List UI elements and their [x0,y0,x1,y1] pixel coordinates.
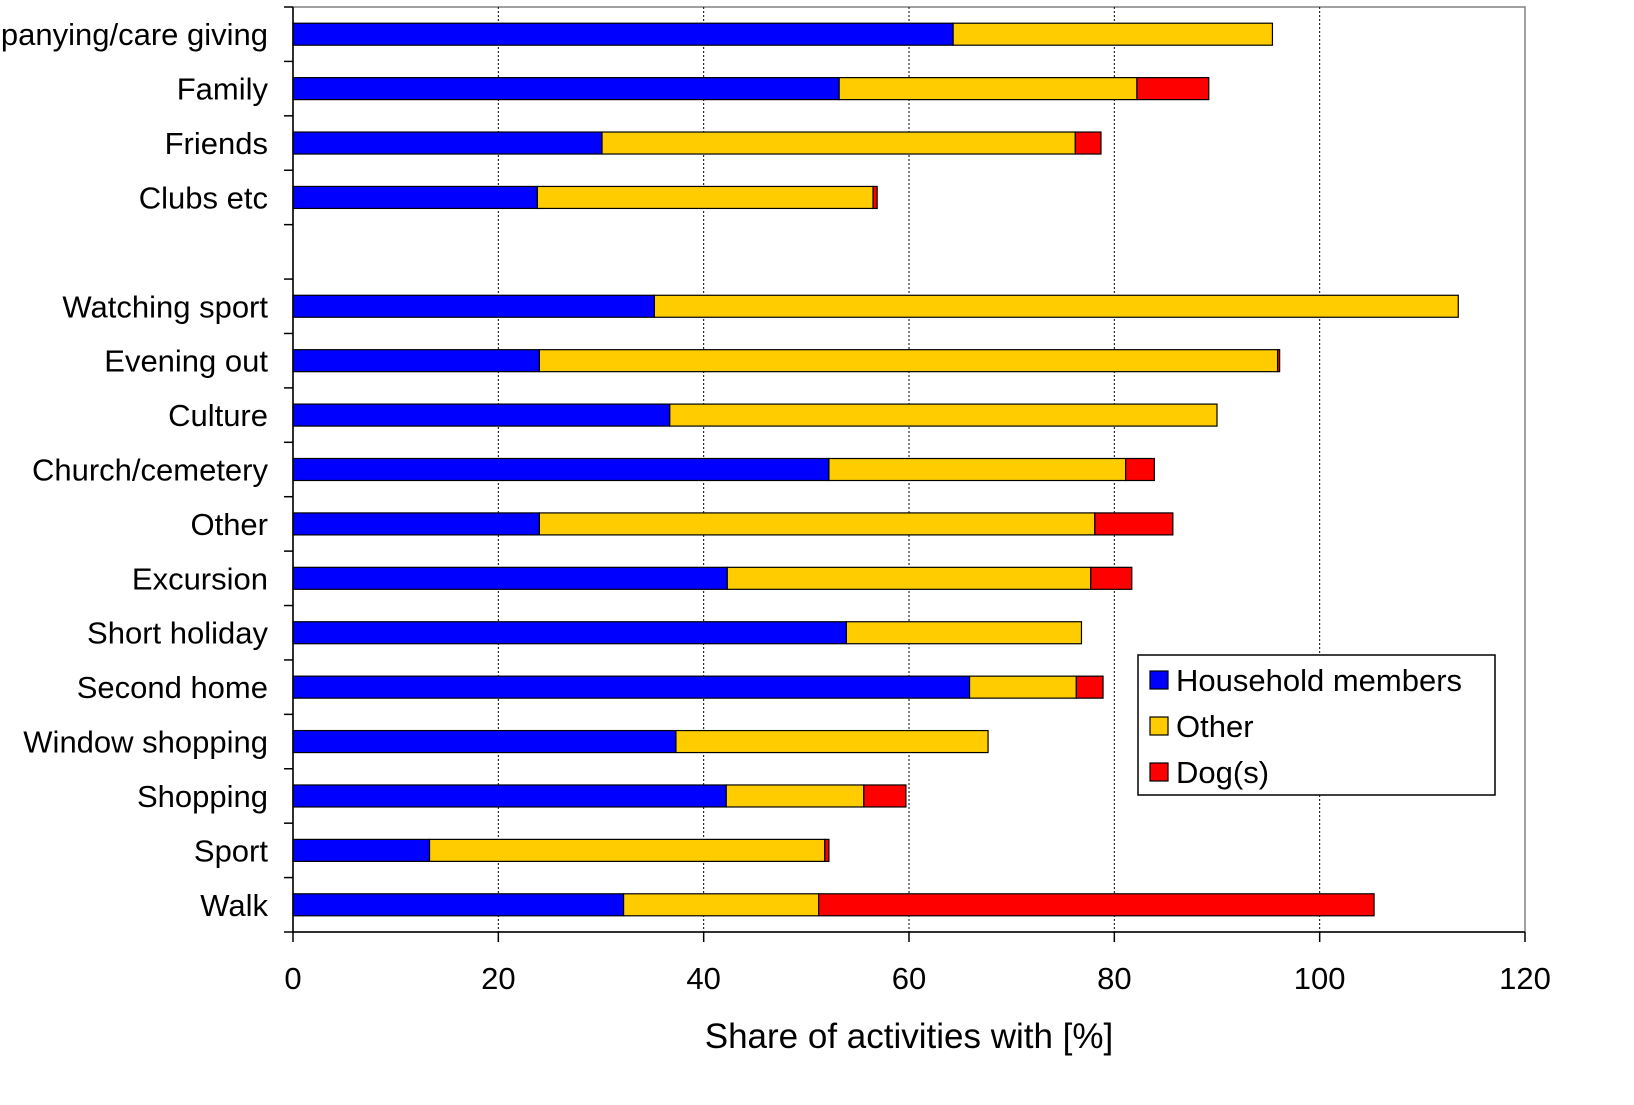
bar-segment [622,893,820,917]
category-label: Sport [194,833,268,868]
x-axis-title: Share of activities with [%] [705,1017,1114,1056]
bar-segment [536,185,874,210]
x-tick-label: 20 [481,961,515,996]
bar-segment [1094,512,1174,536]
x-tick-label: 40 [686,961,720,996]
category-label: Watching sport [62,289,268,324]
legend-swatch [1149,716,1169,736]
bar-segment [1075,675,1104,699]
category-label: Clubs etc [139,180,268,215]
legend-swatch [1149,762,1169,782]
bar-segment [292,185,538,210]
x-tick-labels: 0 20 40 60 80 100 120 [284,961,1550,996]
bar-segment [292,77,840,101]
bar-segment [653,294,1459,318]
bar-segment [845,621,1083,645]
category-label: Walk [200,888,268,923]
legend-label: Household members [1176,663,1462,698]
x-tick-label: 80 [1097,961,1131,996]
bar-segment [292,22,954,46]
bar-segment [292,675,971,699]
category-label: Other [190,507,268,542]
bar-segment [828,457,1127,482]
bar-segment [292,566,728,590]
bar-segment [292,838,431,862]
bar-segment [863,784,907,808]
bar-segment [1074,131,1102,155]
bar-segment [428,838,826,862]
bar-segment [669,403,1218,427]
bar-segment [1136,77,1210,101]
bar-segment [601,131,1076,155]
category-label: Culture [168,398,268,433]
category-label: Window shopping [23,725,268,760]
category-label: Second home [77,670,268,705]
x-tick-label: 0 [284,961,301,996]
bar-segment [675,729,989,754]
category-labels: Accompanying/care giving Family Friends Clu… [0,17,268,923]
bar-segment [292,621,847,645]
bar-segment [725,784,865,808]
bars [292,22,1459,917]
category-label: Excursion [132,561,268,596]
category-label: Short holiday [87,616,268,651]
x-tick-label: 120 [1499,961,1551,996]
bar-segment [538,512,1096,536]
legend-label: Dog(s) [1176,755,1269,790]
legend: Household members Other Dog(s) [1137,654,1496,796]
bar-segment [292,512,540,536]
bar-segment [818,893,1375,917]
category-label: Church/cemetery [32,453,269,488]
category-label: Friends [165,126,268,161]
legend-label: Other [1176,709,1254,744]
legend-box [1137,654,1496,796]
bar-segment [838,77,1138,101]
bar-segment [538,349,1279,373]
x-tick-label: 60 [892,961,926,996]
category-label: Evening out [104,344,268,379]
bar-segment [952,22,1274,46]
bar-segment [872,185,878,210]
bar-segment [292,784,727,808]
category-label: Shopping [137,779,268,814]
category-label: Family [177,72,269,107]
bar-segment [1125,457,1155,482]
bar-segment [824,838,830,862]
bar-segment [292,403,671,427]
x-tick-label: 100 [1294,961,1346,996]
axes [284,6,1526,942]
bar-segment [292,131,603,155]
bar-segment [1276,349,1281,373]
bar-segment [292,294,655,318]
category-label: Accompanying/care giving [0,17,268,52]
bar-segment [292,349,540,373]
bar-segment [292,457,830,482]
bar-segment [1090,566,1133,590]
bar-segment [726,566,1092,590]
legend-swatch [1149,670,1169,690]
bar-segment [292,893,625,917]
bar-segment [292,729,677,754]
bar-segment [968,675,1077,699]
